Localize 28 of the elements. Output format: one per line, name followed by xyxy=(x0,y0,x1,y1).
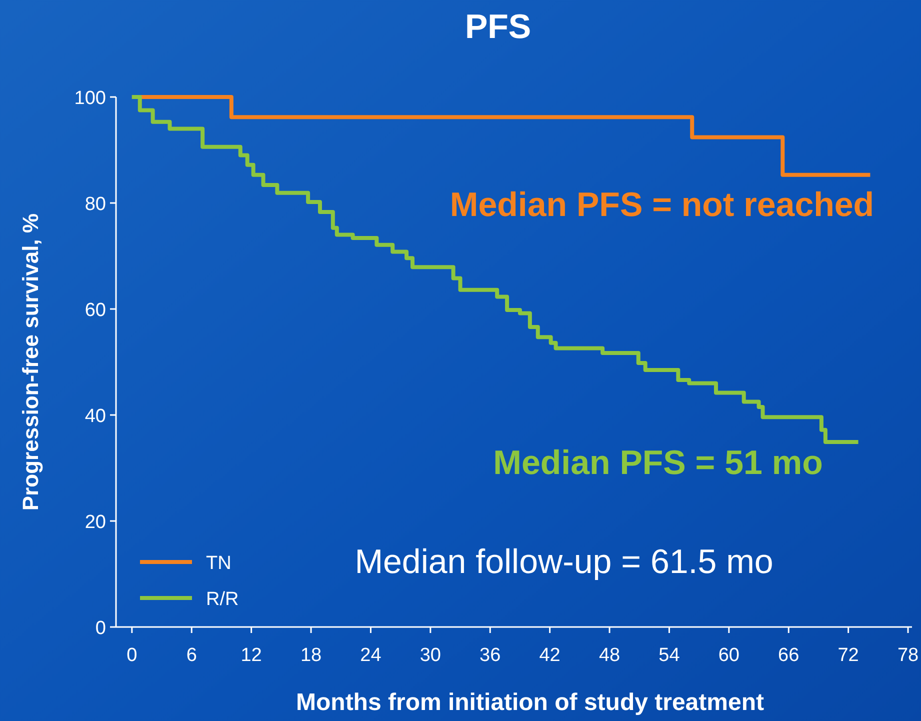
x-tick-label: 36 xyxy=(480,645,501,666)
y-tick-label: 0 xyxy=(95,618,106,639)
x-tick-label: 66 xyxy=(778,645,800,666)
x-axis-title: Months from initiation of study treatment xyxy=(296,689,764,716)
annotation: Median PFS = not reached xyxy=(450,186,874,224)
x-tick-label: 0 xyxy=(126,645,138,666)
legend-label: TN xyxy=(206,553,232,574)
legend-label: R/R xyxy=(206,589,239,610)
y-tick-label: 20 xyxy=(84,512,106,533)
annotation: Median follow-up = 61.5 mo xyxy=(354,543,774,581)
x-tick-label: 54 xyxy=(658,645,680,666)
x-tick-label: 42 xyxy=(539,645,560,666)
y-tick-label: 80 xyxy=(84,194,106,215)
y-tick-label: 60 xyxy=(84,300,106,321)
annotation: Median PFS = 51 mo xyxy=(493,444,823,482)
x-tick-label: 18 xyxy=(300,645,322,666)
x-tick-label: 6 xyxy=(186,645,197,666)
y-tick-label: 40 xyxy=(84,406,106,427)
y-tick-label: 100 xyxy=(74,88,106,109)
y-axis-title: Progression-free survival, % xyxy=(18,213,43,511)
x-tick-label: 48 xyxy=(598,645,620,666)
x-tick-label: 60 xyxy=(718,645,740,666)
x-tick-label: 72 xyxy=(838,645,859,666)
chart-title: PFS xyxy=(464,8,532,46)
x-tick-label: 30 xyxy=(420,645,441,666)
x-tick-label: 78 xyxy=(897,645,919,666)
x-tick-label: 12 xyxy=(240,645,262,666)
x-tick-label: 24 xyxy=(360,645,382,666)
